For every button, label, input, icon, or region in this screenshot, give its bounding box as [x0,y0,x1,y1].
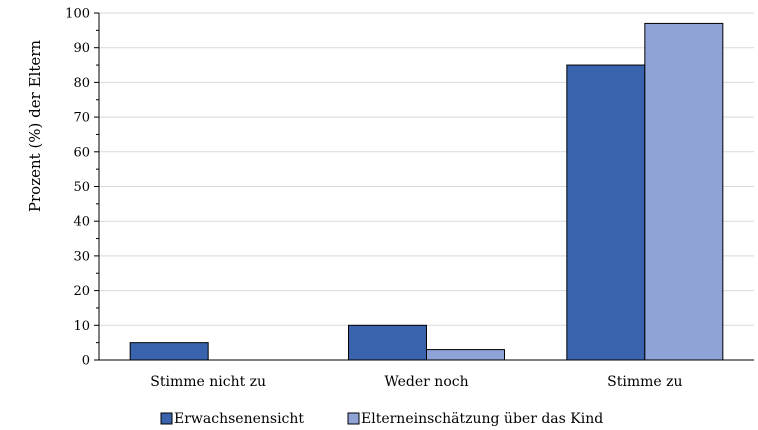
y-tick-label: 10 [73,319,90,334]
bars-group [129,22,724,361]
bar-erwachsenensicht [129,342,209,361]
y-tick-label: 100 [65,7,90,22]
bar-elterneinschaetzung [426,349,505,361]
legend-swatch [347,412,360,425]
axes-group [94,12,754,361]
y-tick-label: 60 [73,145,90,160]
legend: Erwachsenensicht Elterneinschätzung über … [160,411,603,427]
x-category-label: Stimme nicht zu [150,374,266,390]
bar-erwachsenensicht [566,64,646,361]
grid-lines [99,12,754,326]
y-tick-label: 0 [82,354,90,369]
y-axis-title: Prozent (%) der Eltern [26,40,44,212]
y-tick-label: 20 [73,284,90,299]
bar-elterneinschaetzung [644,22,724,361]
x-category-label: Stimme zu [607,374,682,390]
y-tick-labels: 0 10 20 30 40 50 60 70 80 90 100 [65,7,90,369]
y-tick-label: 90 [73,41,90,56]
y-tick-label: 70 [73,111,90,126]
x-category-labels: Stimme nicht zu Weder noch Stimme zu [150,374,682,390]
legend-swatch [160,412,173,425]
bar-erwachsenensicht [348,324,427,361]
legend-label: Erwachsenensicht [174,411,304,427]
y-tick-label: 50 [73,180,90,195]
x-category-label: Weder noch [384,374,468,390]
y-tick-label: 80 [73,76,90,91]
y-tick-label: 30 [73,249,90,264]
y-tick-label: 40 [73,215,90,230]
legend-label: Elterneinschätzung über das Kind [361,411,603,427]
